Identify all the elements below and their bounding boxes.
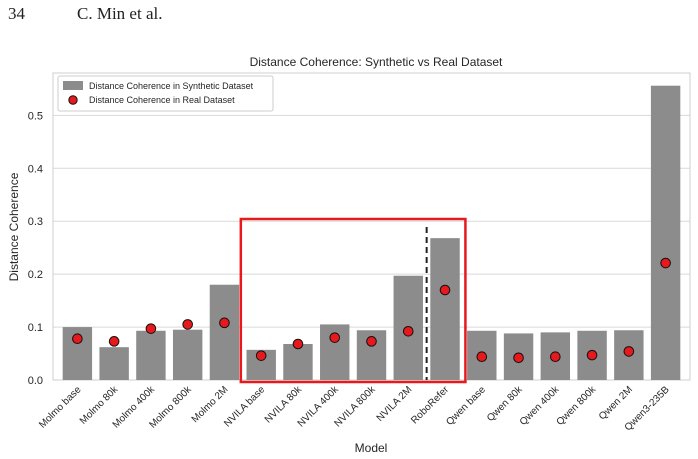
point-real [145,323,157,334]
point-real [513,352,524,364]
point-real [219,317,230,329]
legend-swatch-synthetic [63,81,83,90]
x-tick-label: Qwen 2M [597,384,635,422]
y-tick-label: 0.5 [28,110,43,122]
point-real [292,338,304,350]
real-points [72,257,671,364]
x-tick-label: NVILA 800k [332,384,378,430]
point-real [476,351,488,363]
bar-synthetic [172,329,203,380]
bar-synthetic [209,284,240,380]
bar-synthetic [136,330,166,380]
point-real [623,346,635,357]
y-axis-label: Distance Coherence [7,172,21,281]
bar-synthetic [430,238,460,380]
point-real [329,332,341,343]
point-real [402,326,414,337]
bar-synthetic [650,85,681,381]
synthetic-bars [62,85,681,381]
point-real [72,333,83,345]
legend-label-synthetic: Distance Coherence in Synthetic Dataset [89,81,254,91]
legend: Distance Coherence in Synthetic Dataset … [57,75,274,112]
y-tick-label: 0.0 [28,375,43,387]
legend-marker-real [68,95,78,105]
y-tick-label: 0.1 [28,322,43,334]
highlight-box [239,217,467,384]
y-tick-label: 0.2 [28,269,43,281]
running-head-authors: C. Min et al. [77,4,163,23]
highlight-group [239,217,467,384]
point-real [586,349,598,361]
bar-synthetic [283,344,313,380]
page-number: 34 [8,4,25,23]
page-header: 34 C. Min et al. [0,0,698,30]
x-tick-label: Qwen base [444,384,488,428]
y-axis-ticks: 0.0 0.1 0.2 0.3 0.4 0.5 [28,110,43,387]
legend-label-real: Distance Coherence in Real Dataset [89,95,235,105]
x-axis-label: Model [355,441,388,455]
legend-box [57,75,274,112]
x-tick-label: Qwen 800k [555,384,599,428]
point-real [550,351,561,363]
chart-title: Distance Coherence: Synthetic vs Real Da… [250,55,503,69]
point-real [182,319,193,330]
x-tick-label: Molmo base [37,384,84,431]
point-real [108,336,120,347]
point-real [439,284,451,296]
point-real [366,336,377,347]
point-real [255,350,267,361]
bar-synthetic [99,347,129,380]
point-real [660,257,671,269]
y-tick-label: 0.3 [28,216,43,228]
y-tick-label: 0.4 [28,163,43,175]
